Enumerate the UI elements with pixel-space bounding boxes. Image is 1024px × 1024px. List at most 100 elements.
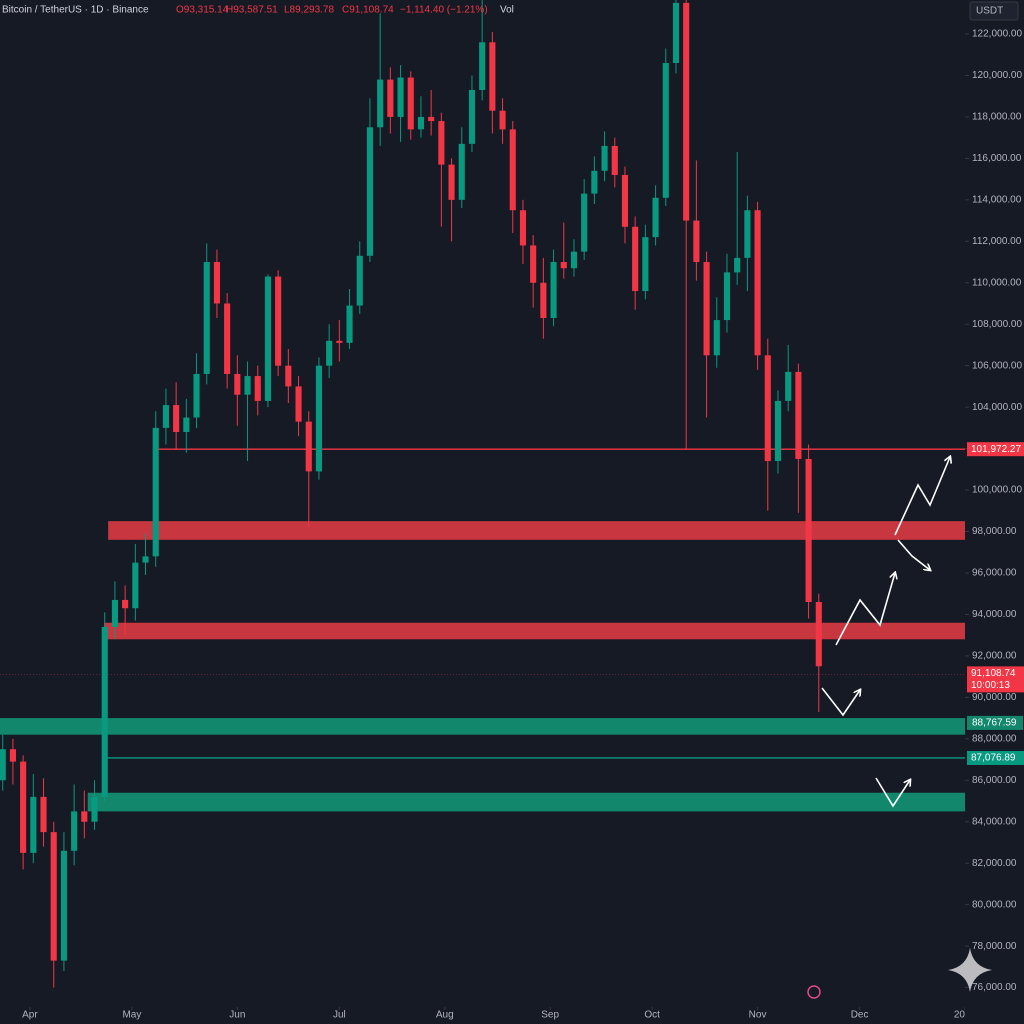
candle-body (428, 116, 435, 122)
candle-body (234, 373, 241, 395)
candle-body (122, 599, 129, 609)
sparkle-icon (948, 948, 992, 992)
y-tick-label: 84,000.00 (972, 816, 1017, 827)
y-tick-label: 122,000.00 (972, 29, 1022, 40)
candle-body (101, 626, 108, 797)
y-tick-label: 116,000.00 (972, 153, 1022, 164)
candle-body (305, 421, 312, 472)
candle-body (693, 220, 700, 263)
y-tick-label: 100,000.00 (972, 485, 1022, 496)
y-tick-label: 112,000.00 (972, 236, 1022, 247)
candle-body (285, 365, 292, 387)
candle-body (703, 262, 710, 356)
candle-body (683, 2, 690, 221)
x-tick-label: Sep (541, 1010, 559, 1021)
ohlc-change: −1,114.40 (−1.21%) (400, 5, 488, 16)
x-tick-label: Nov (749, 1010, 767, 1021)
last-price-bg (967, 666, 1024, 693)
symbol-title: Bitcoin / TetherUS · 1D · Binance (2, 5, 149, 16)
candle-body (570, 251, 578, 269)
candle-body (387, 79, 394, 117)
candle-body (377, 79, 384, 128)
candle-body (336, 340, 343, 343)
candle-body (621, 174, 629, 227)
candle-body (785, 371, 792, 401)
currency-box (969, 1, 1019, 21)
y-tick-label: 110,000.00 (972, 277, 1022, 288)
candle-body (550, 262, 557, 319)
price-tag: 101,972.27 (971, 444, 1021, 455)
arrow (821, 687, 860, 717)
ohlc-close: C91,108.74 (342, 5, 394, 16)
candle-body (734, 257, 741, 273)
x-tick-label: Oct (644, 1010, 660, 1021)
candle-body (632, 226, 639, 292)
candle-body (764, 355, 771, 462)
y-axis: 76,000.00 78,000.00 80,000.00 82,000.00 84,0… (965, 29, 1024, 993)
countdown-label: 10:00:13 (971, 680, 1010, 691)
candle-body (611, 145, 618, 175)
ohlc-open: O93,315.14 (176, 5, 229, 16)
candle-body (0, 749, 6, 781)
candle-body (20, 761, 27, 853)
arrow (897, 539, 930, 570)
zone (87, 792, 965, 812)
volume-label: Vol (500, 5, 514, 16)
candle-body (356, 255, 363, 306)
candle-body (315, 365, 323, 472)
candle-body (805, 458, 812, 603)
candle-body (30, 796, 37, 853)
price-tag-bg (967, 750, 1024, 765)
candle-body (672, 2, 680, 64)
x-tick-label: Aug (436, 1010, 454, 1021)
zone (0, 718, 965, 735)
candle-body (40, 796, 47, 833)
candle-body (213, 262, 220, 304)
x-tick-label: May (122, 1010, 141, 1021)
candle-body (346, 305, 353, 343)
candle-body (438, 121, 445, 165)
arrow (875, 777, 910, 808)
y-tick-label: 118,000.00 (972, 112, 1022, 123)
candle-body (662, 63, 669, 198)
candle-body (581, 193, 588, 252)
candle-body (652, 197, 659, 238)
candle-body (203, 262, 210, 374)
x-tick-label: Apr (22, 1010, 38, 1021)
candle-body (509, 129, 516, 211)
candle-body (50, 832, 57, 961)
candle-body (744, 210, 751, 258)
y-tick-label: 106,000.00 (972, 360, 1022, 371)
candle-body (326, 340, 333, 366)
price-tag: 88,767.59 (972, 718, 1017, 729)
candle-body (275, 276, 282, 366)
candle-body (499, 110, 506, 130)
candle-body (723, 272, 731, 321)
candle-body (111, 599, 118, 627)
price-axis-panel (965, 0, 1024, 1024)
candle-body (224, 303, 231, 374)
candle-body (448, 164, 455, 200)
candle-body (489, 42, 496, 111)
x-tick-label: Jul (333, 1010, 346, 1021)
candle-body (295, 386, 302, 422)
candle-body (81, 811, 88, 822)
header: Bitcoin / TetherUS · 1D · Binance O93,31… (2, 5, 514, 16)
y-tick-label: 92,000.00 (972, 651, 1017, 662)
candle-body (173, 405, 180, 433)
candle-body (244, 376, 251, 395)
y-tick-label: 82,000.00 (972, 858, 1017, 869)
candle-body (162, 405, 169, 428)
price-tag: 87,076.89 (971, 753, 1016, 764)
zone (104, 622, 965, 640)
x-tick-label: Dec (851, 1010, 869, 1021)
price-tag-bg (967, 442, 1024, 457)
ohlc-high: H93,587.51 (226, 5, 278, 16)
y-tick-label: 80,000.00 (972, 899, 1017, 910)
candle-body (713, 320, 720, 356)
arrow (835, 573, 895, 646)
candle-body (193, 373, 200, 418)
zone (108, 521, 965, 540)
candle-body (132, 562, 139, 609)
y-tick-label: 98,000.00 (972, 526, 1017, 537)
